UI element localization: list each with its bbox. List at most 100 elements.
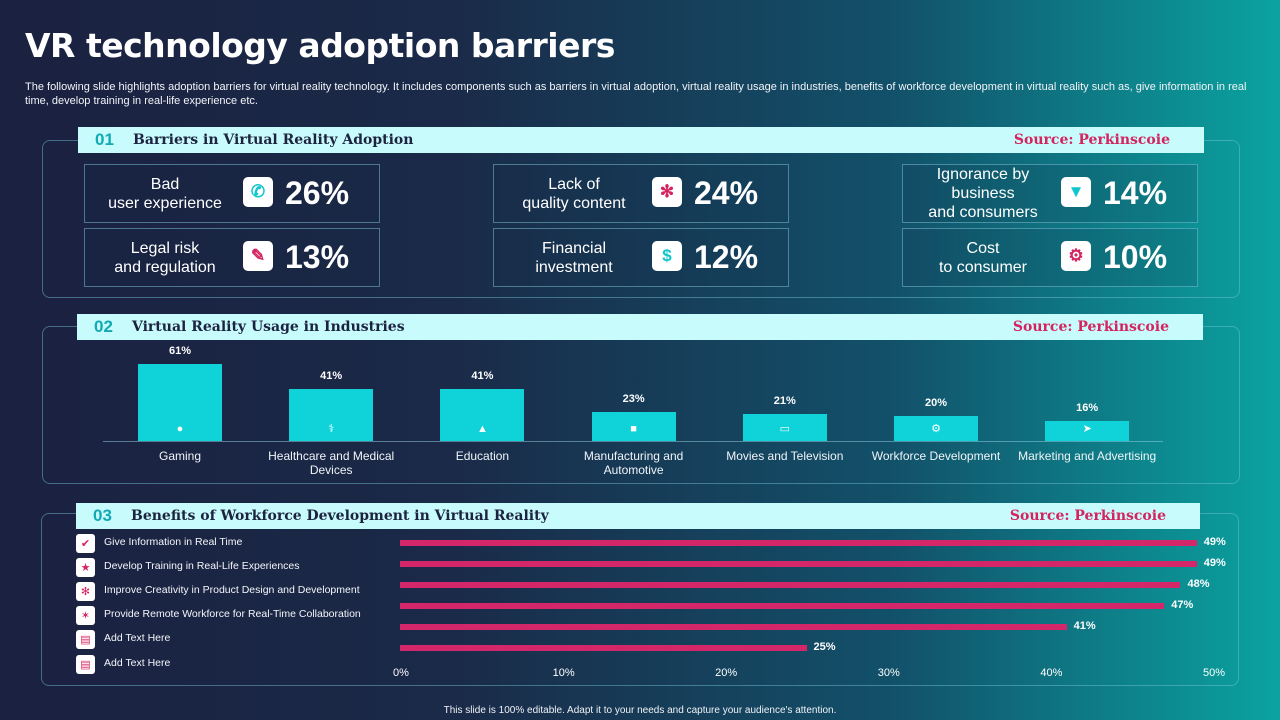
barrier-label: Financial investment <box>494 229 654 286</box>
section2-heading: Virtual Reality Usage in Industries <box>132 319 405 335</box>
benefit-label: Add Text Here <box>104 632 171 644</box>
industry-bar-value: 61% <box>168 345 192 357</box>
industry-bar: ▭ <box>742 414 827 441</box>
benefit-axis-tick: 40% <box>1040 667 1063 679</box>
phone-icon: ✆ <box>243 177 273 207</box>
barrier-card: Ignorance by business and consumers ▼ 14% <box>902 164 1198 223</box>
barrier-percent: 10% <box>1103 239 1168 275</box>
industry-category-label: Marketing and Advertising <box>1018 449 1157 463</box>
benefit-bar-value: 41% <box>1073 620 1096 632</box>
barrier-label-line2: and consumers <box>928 204 1038 221</box>
benefit-bar <box>400 582 1181 588</box>
section3-header: 03 Benefits of Workforce Development in … <box>76 503 1200 529</box>
benefit-label: Provide Remote Workforce for Real-Time C… <box>104 608 361 620</box>
benefit-bar-value: 48% <box>1187 578 1210 590</box>
training-icon: ★ <box>76 558 95 577</box>
gear-icon: ⚙ <box>1061 241 1091 271</box>
benefit-bar-value: 25% <box>813 641 836 653</box>
monitor-icon: ▭ <box>779 422 790 435</box>
barrier-card: Financial investment $12% <box>493 228 789 287</box>
benefit-bar-value: 47% <box>1171 599 1194 611</box>
industry-bar-value: 23% <box>622 392 645 405</box>
megaphone-icon: ➤ <box>1082 422 1092 435</box>
industry-bar-value: 41% <box>320 370 343 383</box>
barrier-label-line1: Ignorance by business <box>936 166 1030 202</box>
section2-number: 02 <box>94 317 113 336</box>
document-icon: ▤ <box>76 655 95 674</box>
barrier-label-text: Bad user experience <box>108 175 222 213</box>
thumbs-down-icon: ▼ <box>1061 177 1091 207</box>
graduation-cap-icon: ▲ <box>476 422 488 435</box>
barrier-label-line2: user experience <box>108 194 222 212</box>
benefit-label: Add Text Here <box>104 657 171 669</box>
stethoscope-icon: ⚕ <box>328 422 335 435</box>
industry-bar-value: 16% <box>1076 401 1099 414</box>
section1-header: 01 Barriers in Virtual Reality Adoption … <box>78 127 1204 153</box>
section3-source: Source: Perkinscoie <box>1009 508 1166 524</box>
benefit-axis-tick: 30% <box>877 667 900 679</box>
benefit-bar <box>400 645 807 651</box>
footer-note: This slide is 100% editable. Adapt it to… <box>443 705 837 716</box>
industry-category-label: Workforce Development <box>871 449 1001 463</box>
handshake-icon: ✔ <box>76 534 95 553</box>
benefit-label: Develop Training in Real-Life Experience… <box>104 560 300 572</box>
barrier-label-line2: to consumer <box>938 258 1028 276</box>
barrier-label-line1: Cost <box>966 239 1000 257</box>
section1-number: 01 <box>95 130 114 149</box>
barrier-label-text: Cost to consumer <box>939 239 1027 277</box>
barrier-label-line2: and regulation <box>114 258 216 276</box>
benefit-label: Give Information in Real Time <box>104 536 243 548</box>
benefit-bar-value: 49% <box>1203 557 1226 569</box>
barrier-card: Cost to consumer ⚙ 10% <box>902 228 1198 287</box>
network-icon: ✶ <box>76 606 95 625</box>
barrier-label-line1: Lack of <box>548 175 600 193</box>
industry-category-label: Education <box>455 449 510 463</box>
barrier-label: Lack of quality content <box>494 165 654 222</box>
industry-category-label: Healthcare and Medical Devices <box>268 449 395 477</box>
benefit-bar <box>400 603 1165 609</box>
section1-heading: Barriers in Virtual Reality Adoption <box>133 132 414 148</box>
document-icon: ▤ <box>76 630 95 649</box>
barrier-percent: 13% <box>285 239 350 275</box>
benefit-axis-tick: 10% <box>552 667 575 679</box>
barrier-label-line1: Bad <box>150 175 180 193</box>
industry-bar-value: 20% <box>924 396 948 409</box>
benefit-axis-tick: 0% <box>393 667 409 679</box>
barrier-card: Lack of quality content ✻ 24% <box>493 164 789 223</box>
section2-source: Source: Perkinscoie <box>1012 319 1169 335</box>
car-icon: ■ <box>630 422 637 435</box>
industry-bar: ▲ <box>440 389 525 441</box>
benefit-bar <box>400 540 1197 546</box>
industry-bar: ⚕ <box>289 389 374 441</box>
industry-bar: ■ <box>591 411 676 441</box>
barrier-card: Legal risk and regulation ✎ 13% <box>84 228 380 287</box>
page-description: The following slide highlights adoption … <box>25 81 1247 107</box>
benefit-axis-tick: 20% <box>715 667 738 679</box>
industry-chart-baseline <box>103 441 1163 442</box>
barrier-label: Ignorance by business and consumers <box>903 165 1063 222</box>
barrier-percent: 14% <box>1103 175 1168 211</box>
barrier-label-line2: investment <box>535 258 613 276</box>
industry-bar: ● <box>138 364 222 441</box>
barrier-percent: 12% <box>694 239 759 275</box>
lightbulb-icon: ✻ <box>652 177 682 207</box>
benefit-label: Improve Creativity in Product Design and… <box>104 584 360 596</box>
barrier-label-text: Ignorance by business and consumers <box>903 165 1063 222</box>
industry-category-label: Gaming <box>158 449 202 463</box>
barrier-label-text: Financial investment <box>535 239 612 277</box>
benefit-bar <box>400 561 1197 567</box>
lightbulb-icon: ✻ <box>76 582 95 601</box>
gamepad-icon: ● <box>176 423 184 435</box>
barrier-percent: 26% <box>285 175 350 211</box>
barrier-label-text: Legal risk and regulation <box>114 239 215 277</box>
barrier-label-line1: Legal risk <box>130 239 200 257</box>
industry-bar: ➤ <box>1045 420 1130 441</box>
industry-bar-value: 41% <box>471 370 494 383</box>
benefit-bar <box>400 624 1067 630</box>
section2-header: 02 Virtual Reality Usage in Industries S… <box>77 314 1203 340</box>
barrier-label: Cost to consumer <box>903 229 1063 286</box>
money-bag-icon: $ <box>652 241 682 271</box>
barrier-card: Bad user experience ✆ 26% <box>84 164 380 223</box>
section3-number: 03 <box>93 506 112 525</box>
gear-icon: ⚙ <box>931 422 941 435</box>
